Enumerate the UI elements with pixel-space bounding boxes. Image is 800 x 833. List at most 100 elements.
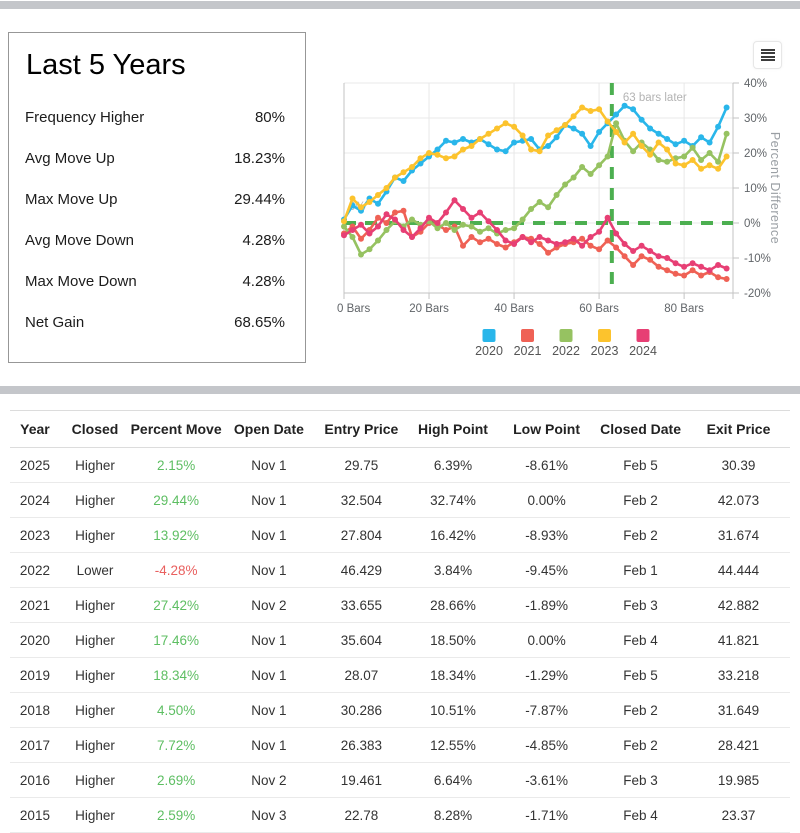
cell-closed: Higher [59,517,131,553]
cell-exit-price: 33.218 [686,657,790,693]
legend-item-2020[interactable]: 2020 [475,329,503,358]
table-row: 2020 Higher 17.46% Nov 1 35.604 18.50% 0.00% Fe… [10,622,790,658]
cell-open-date: Nov 1 [222,517,316,553]
cell-percent-move: 27.42% [130,587,223,623]
stat-row: Max Move Down 4.28% [9,261,305,302]
stat-row: Max Move Up 29.44% [9,179,305,220]
svg-text:-10%: -10% [744,253,771,265]
cell-exit-price: 31.674 [686,517,790,553]
svg-text:0 Bars: 0 Bars [337,303,370,315]
cell-high-point: 32.74% [406,482,499,518]
cell-entry-price: 19.461 [315,762,407,798]
legend-item-2021[interactable]: 2021 [514,329,542,358]
cell-closed: Higher [59,797,131,833]
cell-entry-price: 33.655 [315,587,407,623]
table-row: 2015 Higher 2.59% Nov 3 22.78 8.28% -1.71% Feb … [10,797,790,833]
cell-percent-move: 17.46% [130,622,223,658]
cell-closed: Higher [59,692,131,728]
table-row: 2024 Higher 29.44% Nov 1 32.504 32.74% 0.00% Fe… [10,482,790,518]
svg-text:0%: 0% [744,218,761,230]
cell-exit-price: 19.985 [686,762,790,798]
column-header-year[interactable]: Year [10,410,60,448]
cell-percent-move: 2.15% [130,447,223,483]
column-header-exit-price[interactable]: Exit Price [686,410,790,448]
cell-year: 2020 [10,622,60,658]
cell-closed: Higher [59,622,131,658]
cell-entry-price: 27.804 [315,517,407,553]
chart-menu-button[interactable] [753,41,782,69]
cell-high-point: 18.50% [406,622,499,658]
cell-closed: Higher [59,482,131,518]
stat-value: 4.28% [242,232,285,249]
cell-closed-date: Feb 5 [594,657,687,693]
svg-text:60 Bars: 60 Bars [579,303,619,315]
cell-closed-date: Feb 3 [594,762,687,798]
column-header-closed-date[interactable]: Closed Date [594,410,687,448]
column-header-open-date[interactable]: Open Date [222,410,316,448]
cell-year: 2023 [10,517,60,553]
svg-text:2023: 2023 [591,344,619,358]
cell-closed: Higher [59,657,131,693]
cell-year: 2017 [10,727,60,763]
cell-entry-price: 22.78 [315,797,407,833]
cell-low-point: -3.61% [499,762,595,798]
table-row: 2025 Higher 2.15% Nov 1 29.75 6.39% -8.61% Feb … [10,447,790,483]
table-row: 2018 Higher 4.50% Nov 1 30.286 10.51% -7.87% Fe… [10,692,790,728]
cell-year: 2019 [10,657,60,693]
cell-percent-move: 2.59% [130,797,223,833]
column-header-closed[interactable]: Closed [59,410,131,448]
cell-open-date: Nov 1 [222,552,316,588]
cell-closed-date: Feb 2 [594,482,687,518]
cell-closed-date: Feb 2 [594,727,687,763]
cell-closed-date: Feb 4 [594,622,687,658]
cell-high-point: 16.42% [406,517,499,553]
cell-closed-date: Feb 5 [594,447,687,483]
cell-entry-price: 29.75 [315,447,407,483]
svg-text:2020: 2020 [475,344,503,358]
stats-panel: Last 5 Years Frequency Higher 80% Avg Move… [8,32,306,363]
cell-high-point: 12.55% [406,727,499,763]
stat-label: Avg Move Down [25,232,134,249]
cell-low-point: -7.87% [499,692,595,728]
cell-percent-move: 29.44% [130,482,223,518]
column-header-low-point[interactable]: Low Point [499,410,595,448]
cell-open-date: Nov 1 [222,692,316,728]
legend-swatch-2023 [598,329,611,342]
svg-text:20 Bars: 20 Bars [409,303,449,315]
legend-item-2022[interactable]: 2022 [552,329,580,358]
cell-closed-date: Feb 2 [594,517,687,553]
column-header-entry-price[interactable]: Entry Price [315,410,407,448]
cell-open-date: Nov 1 [222,622,316,658]
cell-closed: Higher [59,762,131,798]
cell-exit-price: 23.37 [686,797,790,833]
cell-high-point: 28.66% [406,587,499,623]
stat-value: 18.23% [234,150,285,167]
cell-year: 2025 [10,447,60,483]
stat-label: Frequency Higher [25,109,145,126]
svg-text:10%: 10% [744,183,767,195]
svg-text:2024: 2024 [629,344,657,358]
cell-percent-move: 7.72% [130,727,223,763]
column-header-high-point[interactable]: High Point [406,410,499,448]
cell-high-point: 10.51% [406,692,499,728]
svg-text:20%: 20% [744,148,767,160]
cell-exit-price: 41.821 [686,622,790,658]
legend-item-2023[interactable]: 2023 [591,329,619,358]
seasonality-chart-svg[interactable]: 40% 30% 20% 10% 0% -10% -20% 0 Bars 20 Bars 40 Ba… [330,30,800,365]
cell-open-date: Nov 1 [222,482,316,518]
table-row: 2017 Higher 7.72% Nov 1 26.383 12.55% -4.85% Fe… [10,727,790,763]
legend-item-2024[interactable]: 2024 [629,329,657,358]
series-2022 [341,120,730,258]
cell-exit-price: 31.649 [686,692,790,728]
svg-text:-20%: -20% [744,288,771,300]
section-divider-top [0,1,800,9]
cell-entry-price: 30.286 [315,692,407,728]
cell-low-point: 0.00% [499,482,595,518]
history-table: Year Closed Percent Move Open Date Entry Pri… [10,410,790,833]
cell-closed-date: Feb 1 [594,552,687,588]
series-2021 [341,207,730,282]
cell-high-point: 3.84% [406,552,499,588]
cell-low-point: -1.71% [499,797,595,833]
column-header-percent-move[interactable]: Percent Move [130,410,223,448]
cell-year: 2016 [10,762,60,798]
